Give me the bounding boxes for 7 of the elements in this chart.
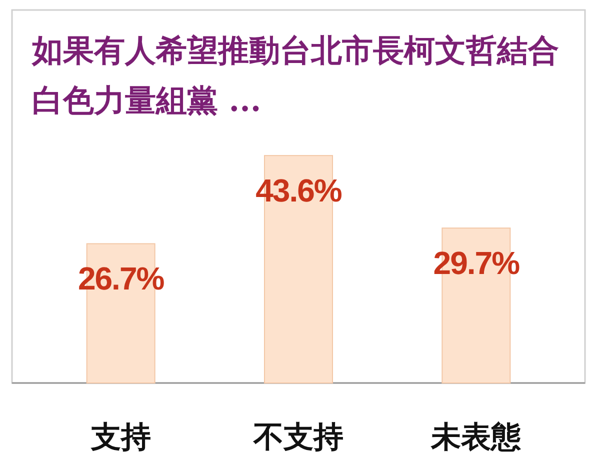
x-tick-label: 不支持	[252, 420, 344, 455]
data-label: 43.6%	[256, 172, 342, 209]
data-label: 26.7%	[78, 260, 164, 297]
chart-title: 如果有人希望推動台北市長柯文哲結合白色力量組黨 ...	[32, 32, 560, 121]
data-label: 29.7%	[433, 245, 520, 282]
x-tick-label: 未表態	[430, 420, 522, 455]
x-tick-label: 支持	[90, 420, 151, 455]
